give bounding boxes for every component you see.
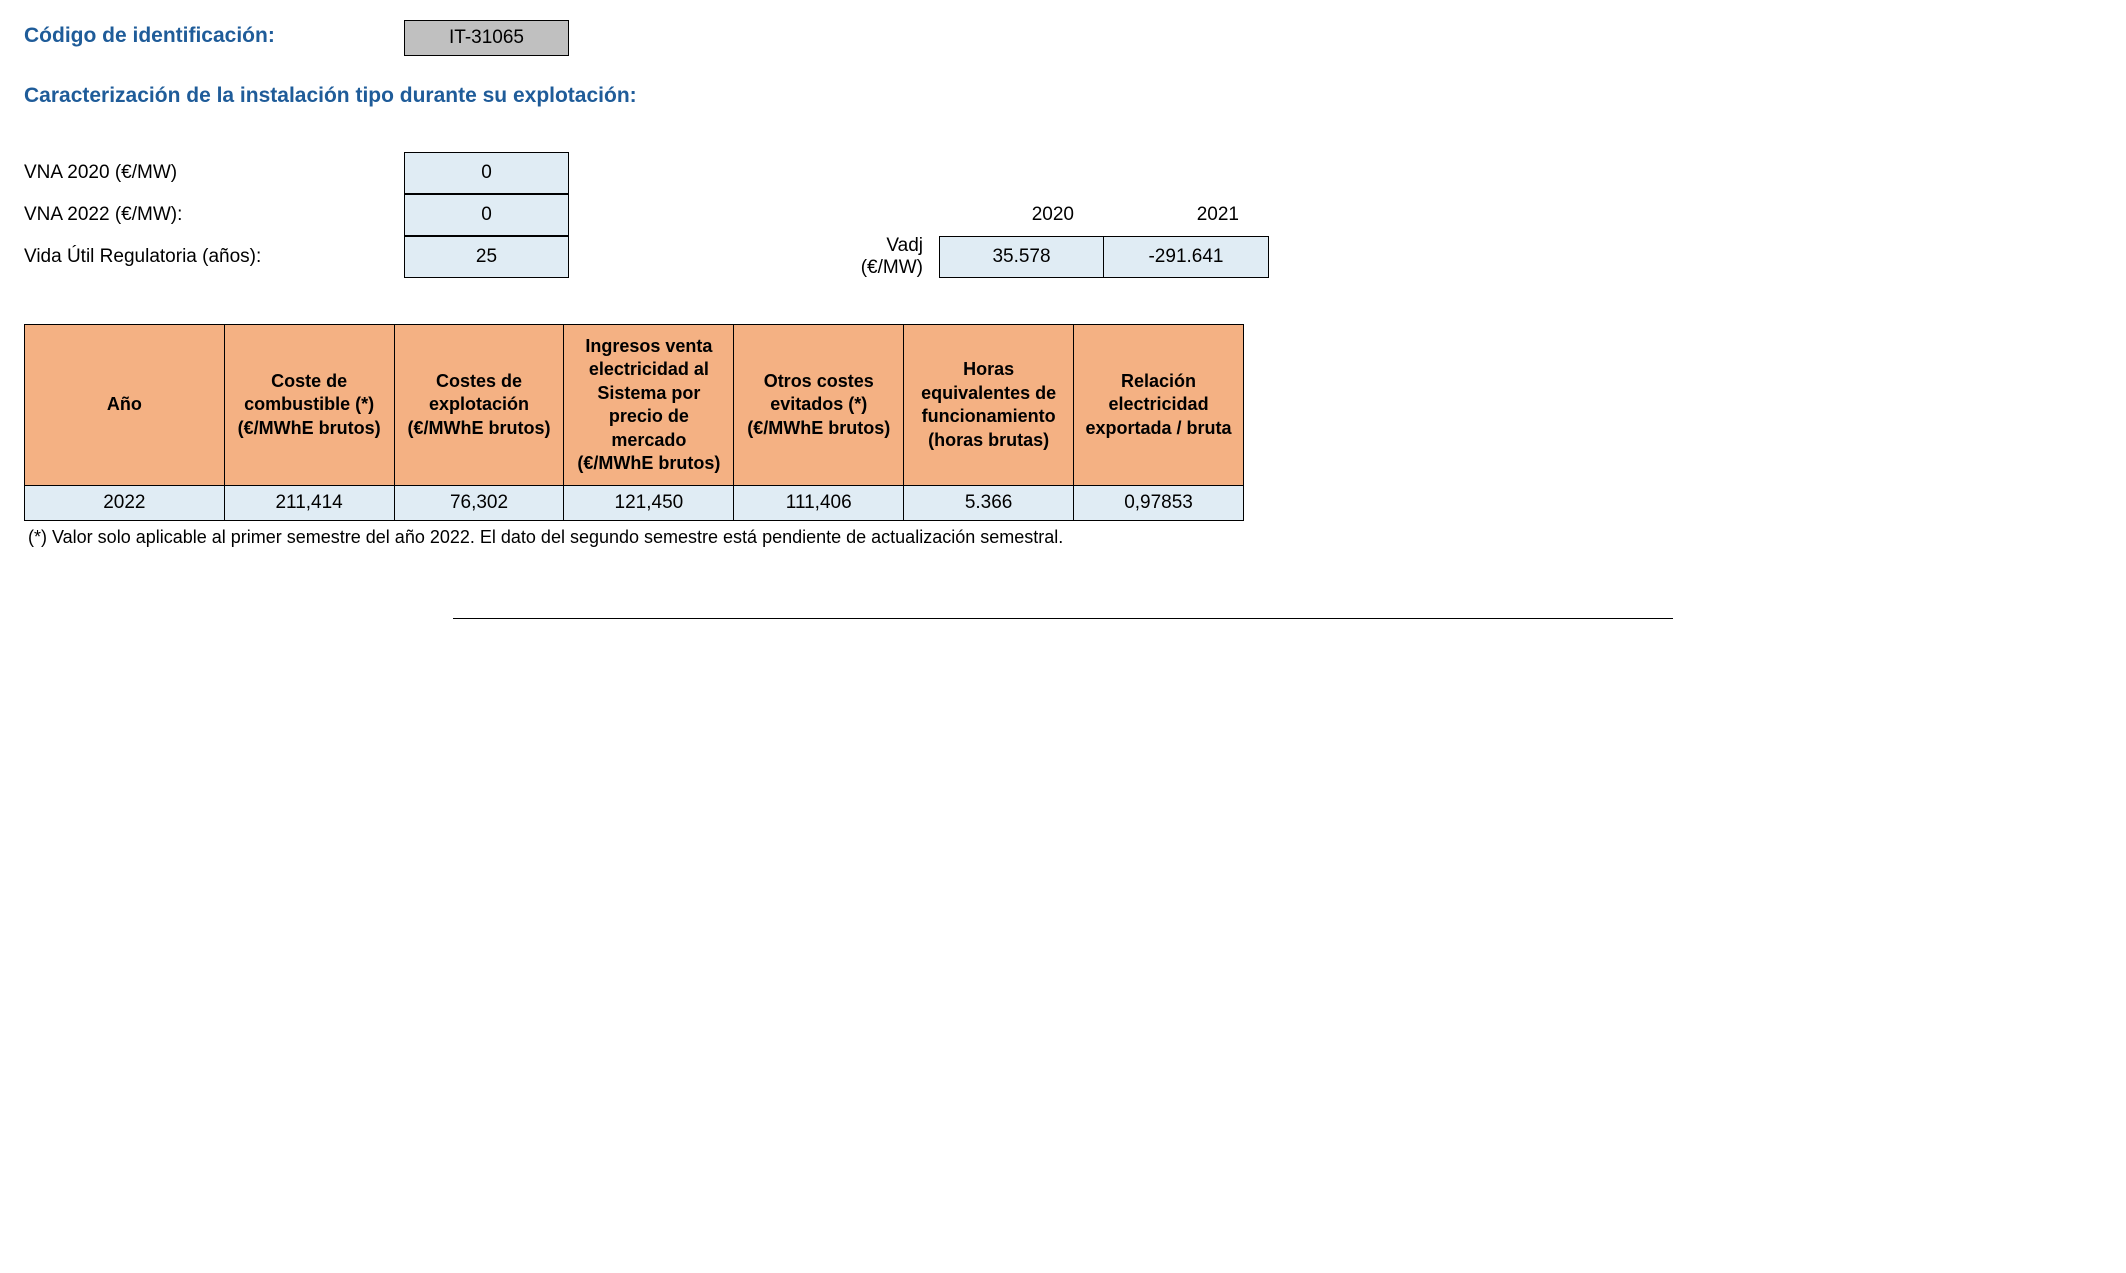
td-horas: 5.366 <box>904 486 1074 521</box>
th-combustible: Coste de combustible (*) (€/MWhE brutos) <box>224 325 394 486</box>
vida-value: 25 <box>404 236 569 278</box>
td-evitados: 111,406 <box>734 486 904 521</box>
vadj-2021-value: -291.641 <box>1103 236 1269 278</box>
footnote: (*) Valor solo aplicable al primer semes… <box>24 527 2102 548</box>
year-2021-header: 2021 <box>1104 194 1269 236</box>
td-relacion: 0,97853 <box>1074 486 1244 521</box>
th-horas: Horas equivalentes de funcionamiento (ho… <box>904 325 1074 486</box>
vadj-2020-value: 35.578 <box>939 236 1104 278</box>
th-ano: Año <box>25 325 225 486</box>
divider <box>453 618 1673 619</box>
params-grid: VNA 2020 (€/MW) 0 VNA 2022 (€/MW): 0 202… <box>24 152 2102 278</box>
th-explotacion: Costes de explotación (€/MWhE brutos) <box>394 325 564 486</box>
td-ingresos: 121,450 <box>564 486 734 521</box>
vna2022-label: VNA 2022 (€/MW): <box>24 194 404 236</box>
main-data-table: Año Coste de combustible (*) (€/MWhE bru… <box>24 324 1244 521</box>
table-row: 2022 211,414 76,302 121,450 111,406 5.36… <box>25 486 1244 521</box>
section-title: Caracterización de la instalación tipo d… <box>24 84 2102 108</box>
id-value-box: IT-31065 <box>404 20 569 56</box>
vida-label: Vida Útil Regulatoria (años): <box>24 236 404 278</box>
td-combustible: 211,414 <box>224 486 394 521</box>
vna2020-value: 0 <box>404 152 569 194</box>
td-explotacion: 76,302 <box>394 486 564 521</box>
year-2020-header: 2020 <box>939 194 1104 236</box>
vna2020-label: VNA 2020 (€/MW) <box>24 152 404 194</box>
th-relacion: Relación electricidad exportada / bruta <box>1074 325 1244 486</box>
vadj-label: Vadj (€/MW) <box>839 236 939 278</box>
th-evitados: Otros costes evitados (*) (€/MWhE brutos… <box>734 325 904 486</box>
vna2022-value: 0 <box>404 194 569 236</box>
th-ingresos: Ingresos venta electricidad al Sistema p… <box>564 325 734 486</box>
table-header-row: Año Coste de combustible (*) (€/MWhE bru… <box>25 325 1244 486</box>
id-label: Código de identificación: <box>24 20 404 48</box>
td-ano: 2022 <box>25 486 225 521</box>
